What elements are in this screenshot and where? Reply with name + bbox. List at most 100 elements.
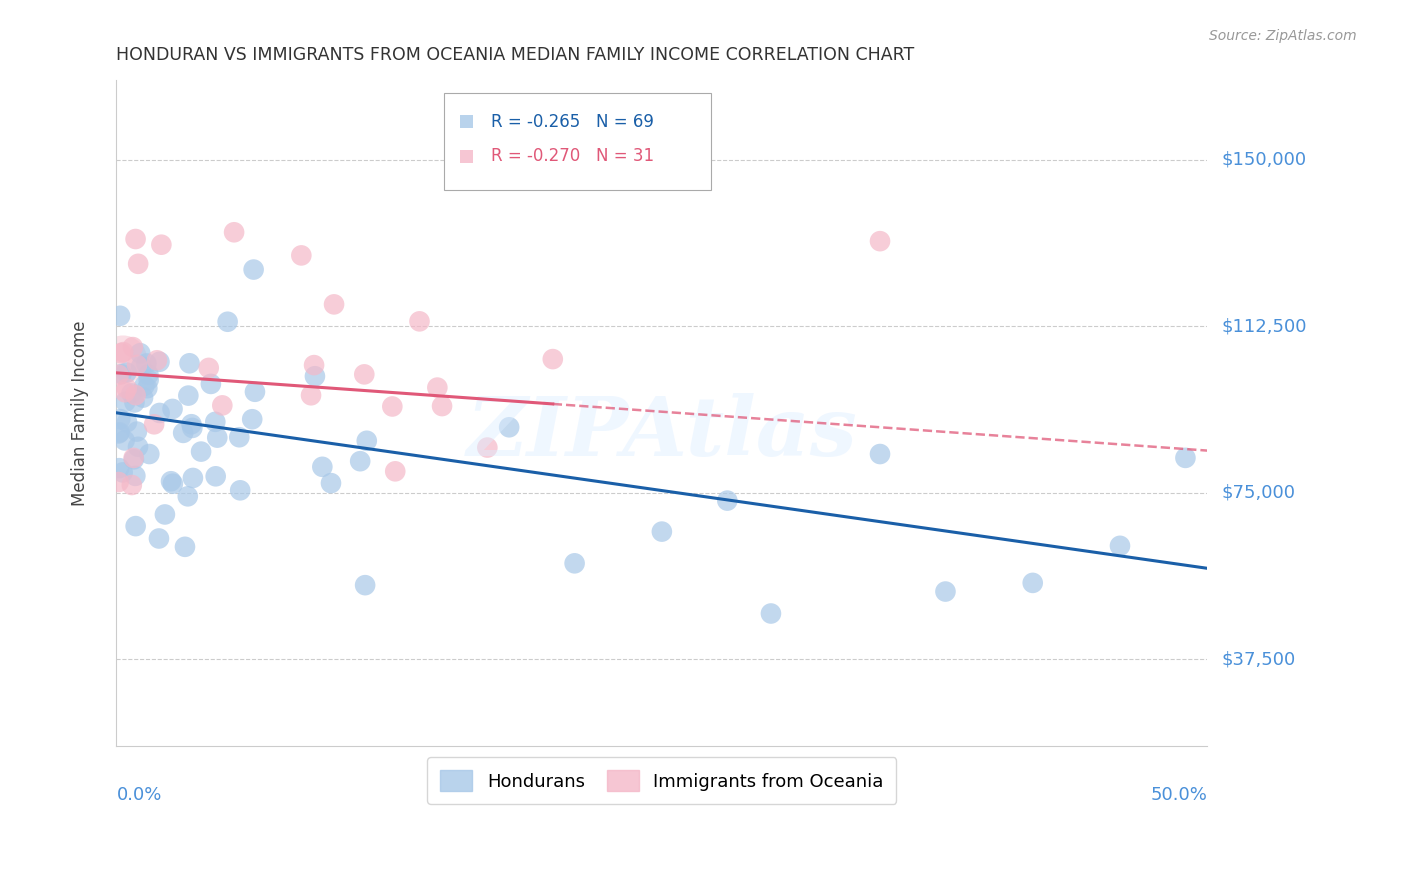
Text: Source: ZipAtlas.com: Source: ZipAtlas.com xyxy=(1209,29,1357,43)
Point xyxy=(177,489,200,503)
Point xyxy=(124,519,146,533)
Point xyxy=(181,471,204,485)
Point xyxy=(180,417,202,432)
Text: Median Family Income: Median Family Income xyxy=(72,320,89,506)
Point xyxy=(869,447,891,461)
Point xyxy=(408,314,430,328)
Point xyxy=(204,415,226,429)
Point xyxy=(190,444,212,458)
Point xyxy=(153,508,176,522)
Point xyxy=(354,578,377,592)
Legend: Hondurans, Immigrants from Oceania: Hondurans, Immigrants from Oceania xyxy=(427,757,897,804)
Point xyxy=(148,355,170,369)
Point xyxy=(132,391,155,405)
Point xyxy=(290,248,312,262)
Point xyxy=(541,352,564,367)
Point xyxy=(138,368,160,382)
Point xyxy=(162,476,184,491)
Point xyxy=(150,237,173,252)
Point xyxy=(122,450,145,465)
Point xyxy=(177,388,200,402)
Point xyxy=(124,388,146,402)
Point xyxy=(319,476,342,491)
Point xyxy=(200,376,222,391)
Point xyxy=(122,452,145,467)
Point xyxy=(222,225,245,239)
Point xyxy=(179,356,201,370)
Point xyxy=(426,381,449,395)
Point xyxy=(125,358,148,372)
Point xyxy=(108,309,131,323)
Point xyxy=(129,346,152,360)
Point xyxy=(107,368,129,382)
Text: HONDURAN VS IMMIGRANTS FROM OCEANIA MEDIAN FAMILY INCOME CORRELATION CHART: HONDURAN VS IMMIGRANTS FROM OCEANIA MEDI… xyxy=(117,46,915,64)
Point xyxy=(349,454,371,468)
Point xyxy=(323,297,346,311)
Point xyxy=(302,358,325,372)
Point xyxy=(477,441,499,455)
Point xyxy=(181,421,204,435)
Point xyxy=(108,461,131,475)
Point xyxy=(384,464,406,478)
Point xyxy=(115,415,138,429)
Point xyxy=(124,232,146,246)
Point xyxy=(1174,450,1197,465)
Point xyxy=(114,385,136,400)
Point xyxy=(759,607,782,621)
Point xyxy=(806,819,828,833)
Point xyxy=(108,425,131,440)
Point xyxy=(174,540,197,554)
Point xyxy=(135,356,157,370)
Point xyxy=(934,584,956,599)
Point xyxy=(124,468,146,483)
Point xyxy=(240,412,263,426)
Point xyxy=(430,399,453,413)
Point xyxy=(146,353,169,368)
Point xyxy=(207,431,229,445)
Point xyxy=(162,401,184,416)
Point xyxy=(172,425,194,440)
Text: $37,500: $37,500 xyxy=(1222,650,1295,668)
Point xyxy=(1022,575,1045,590)
Point xyxy=(107,475,129,489)
Point xyxy=(304,369,326,384)
Point xyxy=(356,434,378,448)
Point xyxy=(138,447,160,461)
Point xyxy=(121,478,143,492)
Point xyxy=(121,340,143,354)
Point xyxy=(112,352,135,367)
Text: ZIPAtlas: ZIPAtlas xyxy=(467,392,858,473)
Point xyxy=(114,434,136,448)
Text: 0.0%: 0.0% xyxy=(117,786,162,804)
Point xyxy=(112,345,135,359)
Point xyxy=(121,386,143,401)
Text: R = -0.265   N = 69: R = -0.265 N = 69 xyxy=(491,112,654,130)
Point xyxy=(129,359,152,374)
Point xyxy=(110,412,132,426)
Point xyxy=(125,425,148,439)
Point xyxy=(134,378,156,392)
Point xyxy=(107,426,129,441)
Point xyxy=(564,557,586,571)
Point xyxy=(115,366,138,380)
Point xyxy=(111,466,134,480)
Point xyxy=(228,430,250,444)
Point xyxy=(114,394,136,409)
Point xyxy=(110,346,132,360)
Point xyxy=(299,388,322,402)
Point xyxy=(229,483,252,498)
FancyBboxPatch shape xyxy=(444,93,711,190)
Point xyxy=(381,400,404,414)
Point xyxy=(1109,539,1132,553)
Point xyxy=(127,257,149,271)
Point xyxy=(806,819,828,833)
Point xyxy=(498,420,520,434)
Point xyxy=(124,395,146,409)
Text: $150,000: $150,000 xyxy=(1222,151,1306,169)
Point xyxy=(148,532,170,546)
Text: $75,000: $75,000 xyxy=(1222,483,1295,502)
Point xyxy=(651,524,673,539)
Text: $112,500: $112,500 xyxy=(1222,318,1306,335)
Point xyxy=(136,381,159,395)
Point xyxy=(138,373,160,387)
